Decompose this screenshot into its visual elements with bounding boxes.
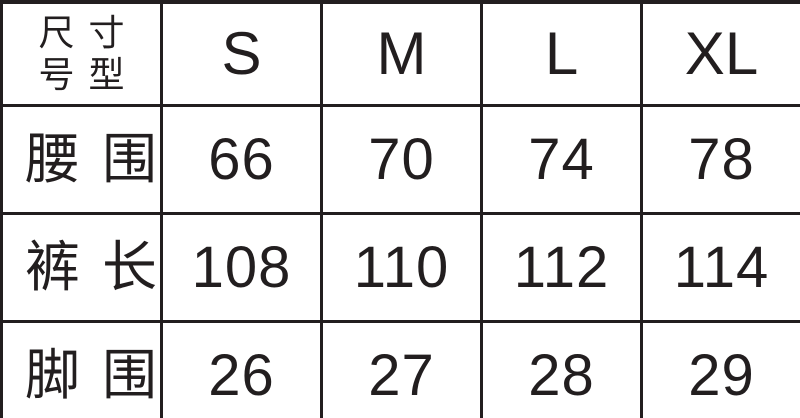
table-cell: 70 bbox=[320, 104, 483, 215]
column-header-m: M bbox=[320, 0, 483, 107]
corner-header-cell: 尺寸 号型 bbox=[0, 0, 163, 107]
table-cell: 110 bbox=[320, 212, 483, 323]
table-cell: 112 bbox=[480, 212, 643, 323]
table-cell: 26 bbox=[160, 320, 323, 418]
table-row-waist: 腰围 66 70 74 78 bbox=[0, 104, 800, 215]
column-header-l: L bbox=[480, 0, 643, 107]
table-row-pants-length: 裤长 108 110 112 114 bbox=[0, 212, 800, 323]
table-cell: 27 bbox=[320, 320, 483, 418]
table-cell: 66 bbox=[160, 104, 323, 215]
table-row-leg-opening: 脚围 26 27 28 29 bbox=[0, 320, 800, 418]
table-cell: 108 bbox=[160, 212, 323, 323]
corner-header-line1: 尺寸 bbox=[38, 13, 139, 53]
row-label-waist: 腰围 bbox=[0, 104, 163, 215]
table-cell: 114 bbox=[640, 212, 800, 323]
table-cell: 74 bbox=[480, 104, 643, 215]
table-cell: 78 bbox=[640, 104, 800, 215]
row-label-pants-length: 裤长 bbox=[0, 212, 163, 323]
table-cell: 29 bbox=[640, 320, 800, 418]
row-label-leg-opening: 脚围 bbox=[0, 320, 163, 418]
table-cell: 28 bbox=[480, 320, 643, 418]
column-header-s: S bbox=[160, 0, 323, 107]
header-row: 尺寸 号型 S M L XL bbox=[0, 0, 800, 107]
column-header-xl: XL bbox=[640, 0, 800, 107]
corner-header-line2: 号型 bbox=[38, 55, 139, 95]
